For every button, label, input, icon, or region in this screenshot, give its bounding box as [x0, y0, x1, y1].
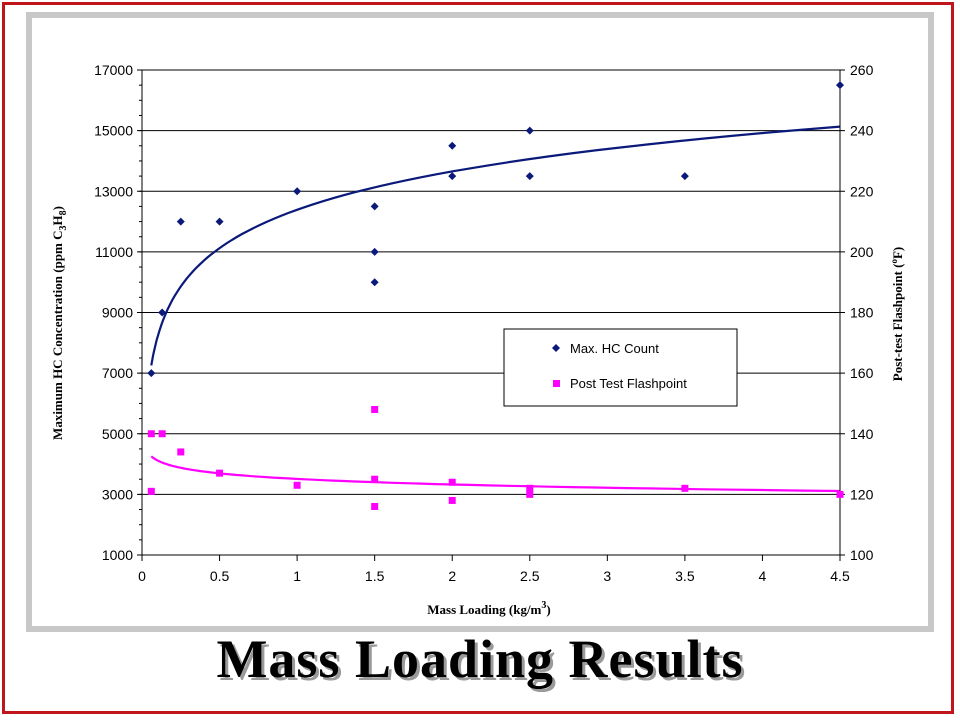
data-markers: [147, 81, 844, 510]
legend-label-post-test-flashpoint: Post Test Flashpoint: [570, 376, 687, 391]
legend-marker-max-hc-count: [552, 344, 560, 352]
left-tick-label: 1000: [102, 547, 133, 563]
data-point-max-hc-count: [448, 172, 457, 181]
x-axis-title: Mass Loading (kg/m3): [427, 600, 550, 617]
x-tick-label: 0.5: [210, 568, 230, 584]
data-point-max-hc-count: [293, 187, 302, 196]
data-point-post-test-flashpoint: [448, 478, 456, 486]
left-axis-title: Maximum HC Concentration (ppm C3H8): [50, 206, 69, 440]
data-point-max-hc-count: [370, 202, 379, 211]
legend-diamond-marker: [552, 344, 560, 352]
data-point-post-test-flashpoint: [371, 406, 379, 413]
legend-label-max-hc-count: Max. HC Count: [570, 341, 659, 356]
data-point-max-hc-count: [448, 141, 457, 150]
legend-box: [503, 328, 738, 407]
left-tick-label: 15000: [94, 123, 133, 139]
x-tick-label: 3.5: [675, 568, 695, 584]
data-point-post-test-flashpoint: [681, 484, 689, 492]
data-point-post-test-flashpoint: [293, 481, 301, 489]
right-tick-label: 200: [850, 244, 874, 260]
legend-square-marker: [553, 380, 560, 387]
data-point-max-hc-count: [525, 172, 534, 181]
right-tick-label: 160: [850, 365, 874, 381]
data-point-max-hc-count: [836, 81, 844, 90]
data-point-max-hc-count: [370, 278, 379, 287]
right-tick-label: 260: [850, 62, 874, 78]
x-axis-ticks: 0 0.5 1 1.5 2 2.5 3 3.5 4 4.5: [138, 555, 850, 584]
x-tick-label: 1: [293, 568, 301, 584]
data-point-post-test-flashpoint: [177, 448, 185, 456]
data-point-post-test-flashpoint: [526, 490, 534, 498]
data-point-post-test-flashpoint: [147, 430, 155, 438]
x-tick-label: 3: [603, 568, 611, 584]
data-point-post-test-flashpoint: [147, 487, 155, 495]
left-tick-label: 13000: [94, 183, 133, 199]
right-tick-label: 120: [850, 486, 874, 502]
left-tick-label: 17000: [94, 62, 133, 78]
data-point-post-test-flashpoint: [158, 430, 166, 438]
data-point-post-test-flashpoint: [216, 469, 224, 477]
right-tick-label: 240: [850, 123, 874, 139]
chart-area: 1000 3000 5000 7000 9000 11000 13000 15000 17000…: [32, 18, 928, 626]
data-point-max-hc-count: [215, 217, 224, 226]
left-tick-label: 7000: [102, 365, 133, 381]
left-tick-label: 9000: [102, 305, 133, 321]
left-tick-label: 3000: [102, 486, 133, 502]
legend-marker-post-test-flashpoint: [553, 380, 560, 387]
right-tick-label: 220: [850, 183, 874, 199]
data-point-post-test-flashpoint: [836, 490, 844, 498]
data-point-post-test-flashpoint: [526, 484, 534, 492]
left-tick-label: 11000: [95, 244, 133, 260]
trendline-post-test-flashpoint: [150, 455, 841, 493]
right-axis-ticks: 100 120 140 160 180 200 220 240 260: [840, 62, 874, 563]
data-point-max-hc-count: [525, 126, 534, 135]
data-point-max-hc-count: [370, 247, 379, 256]
x-tick-label: 2.5: [520, 568, 540, 584]
x-tick-label: 2: [448, 568, 456, 584]
mass-loading-chart: 1000300050007000900011000130001500017000…: [50, 62, 905, 617]
x-tick-label: 0: [138, 568, 146, 584]
legend: Max. HC Count Post Test Flashpoint: [503, 328, 738, 407]
gridlines: [142, 69, 840, 495]
chart-panel: 1000 3000 5000 7000 9000 11000 13000 15000 17000…: [26, 12, 934, 632]
trendlines: [150, 125, 841, 493]
data-point-post-test-flashpoint: [448, 496, 456, 504]
left-axis-ticks: 1000 3000 5000 7000 9000 11000 13000 15000 17000: [94, 62, 142, 563]
x-tick-label: 4.5: [830, 568, 850, 584]
right-tick-label: 100: [850, 547, 874, 563]
data-point-max-hc-count: [158, 308, 167, 317]
right-tick-label: 140: [850, 426, 874, 442]
left-tick-label: 5000: [102, 426, 133, 442]
data-point-post-test-flashpoint: [371, 503, 379, 510]
data-point-max-hc-count: [680, 172, 689, 181]
data-point-max-hc-count: [147, 369, 156, 378]
right-tick-label: 180: [850, 305, 874, 321]
slide-title: Mass Loading Results: [216, 629, 744, 689]
data-point-post-test-flashpoint: [371, 475, 379, 483]
x-tick-label: 4: [759, 568, 767, 584]
x-tick-label: 1.5: [365, 568, 385, 584]
trendline-max-hc-count: [150, 125, 841, 366]
data-point-max-hc-count: [176, 217, 185, 226]
right-axis-title: Post-test Flashpoint (oF): [889, 247, 905, 382]
